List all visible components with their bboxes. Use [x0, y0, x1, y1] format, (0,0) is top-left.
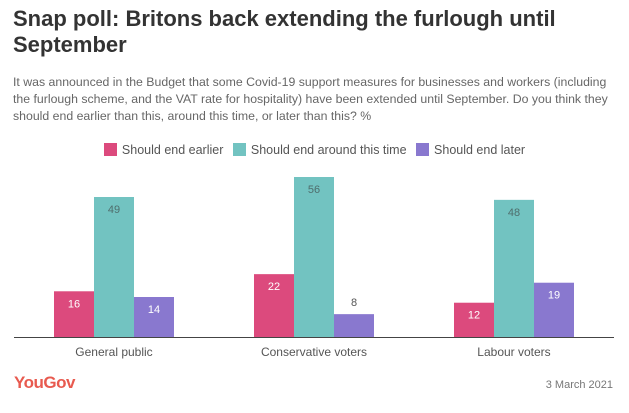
data-label-2-2: 19: [548, 290, 560, 302]
data-label-0-2: 14: [148, 304, 160, 316]
legend-swatch-around: [232, 142, 246, 156]
data-label-1-0: 22: [268, 281, 280, 293]
legend-item-earlier: Should end earlier: [103, 142, 224, 157]
category-label-0: General public: [75, 345, 152, 359]
legend-swatch-earlier: [103, 142, 117, 156]
data-label-1-2: 8: [351, 297, 357, 309]
legend-label-earlier: Should end earlier: [121, 142, 224, 157]
bar-1-1: [294, 177, 334, 337]
bar-0-0: [54, 291, 94, 337]
bar-2-0: [454, 302, 494, 337]
data-label-1-1: 56: [308, 184, 320, 196]
category-label-1: Conservative voters: [261, 345, 367, 359]
legend-swatch-later: [416, 142, 430, 156]
chart-subtitle: It was announced in the Budget that some…: [13, 75, 608, 123]
legend-label-around: Should end around this time: [250, 142, 407, 157]
legend: Should end earlier Should end around thi…: [0, 142, 629, 157]
chart-title: Snap poll: Britons back extending the fu…: [13, 6, 556, 57]
data-label-0-1: 49: [108, 204, 120, 216]
legend-label-later: Should end later: [434, 142, 526, 157]
bar-2-2: [534, 282, 574, 337]
data-label-2-0: 12: [468, 310, 480, 322]
category-label-2: Labour voters: [477, 345, 550, 359]
legend-item-around: Should end around this time: [232, 142, 407, 157]
bar-0-2: [134, 297, 174, 337]
data-label-0-0: 16: [68, 298, 80, 310]
publish-date: 3 March 2021: [545, 379, 613, 391]
bar-2-1: [494, 199, 534, 337]
data-label-2-1: 48: [508, 207, 520, 219]
bar-1-0: [254, 274, 294, 337]
yougov-logo: YouGov: [14, 373, 75, 392]
bar-0-1: [94, 197, 134, 337]
bar-1-2: [334, 314, 374, 337]
legend-item-later: Should end later: [416, 142, 526, 157]
